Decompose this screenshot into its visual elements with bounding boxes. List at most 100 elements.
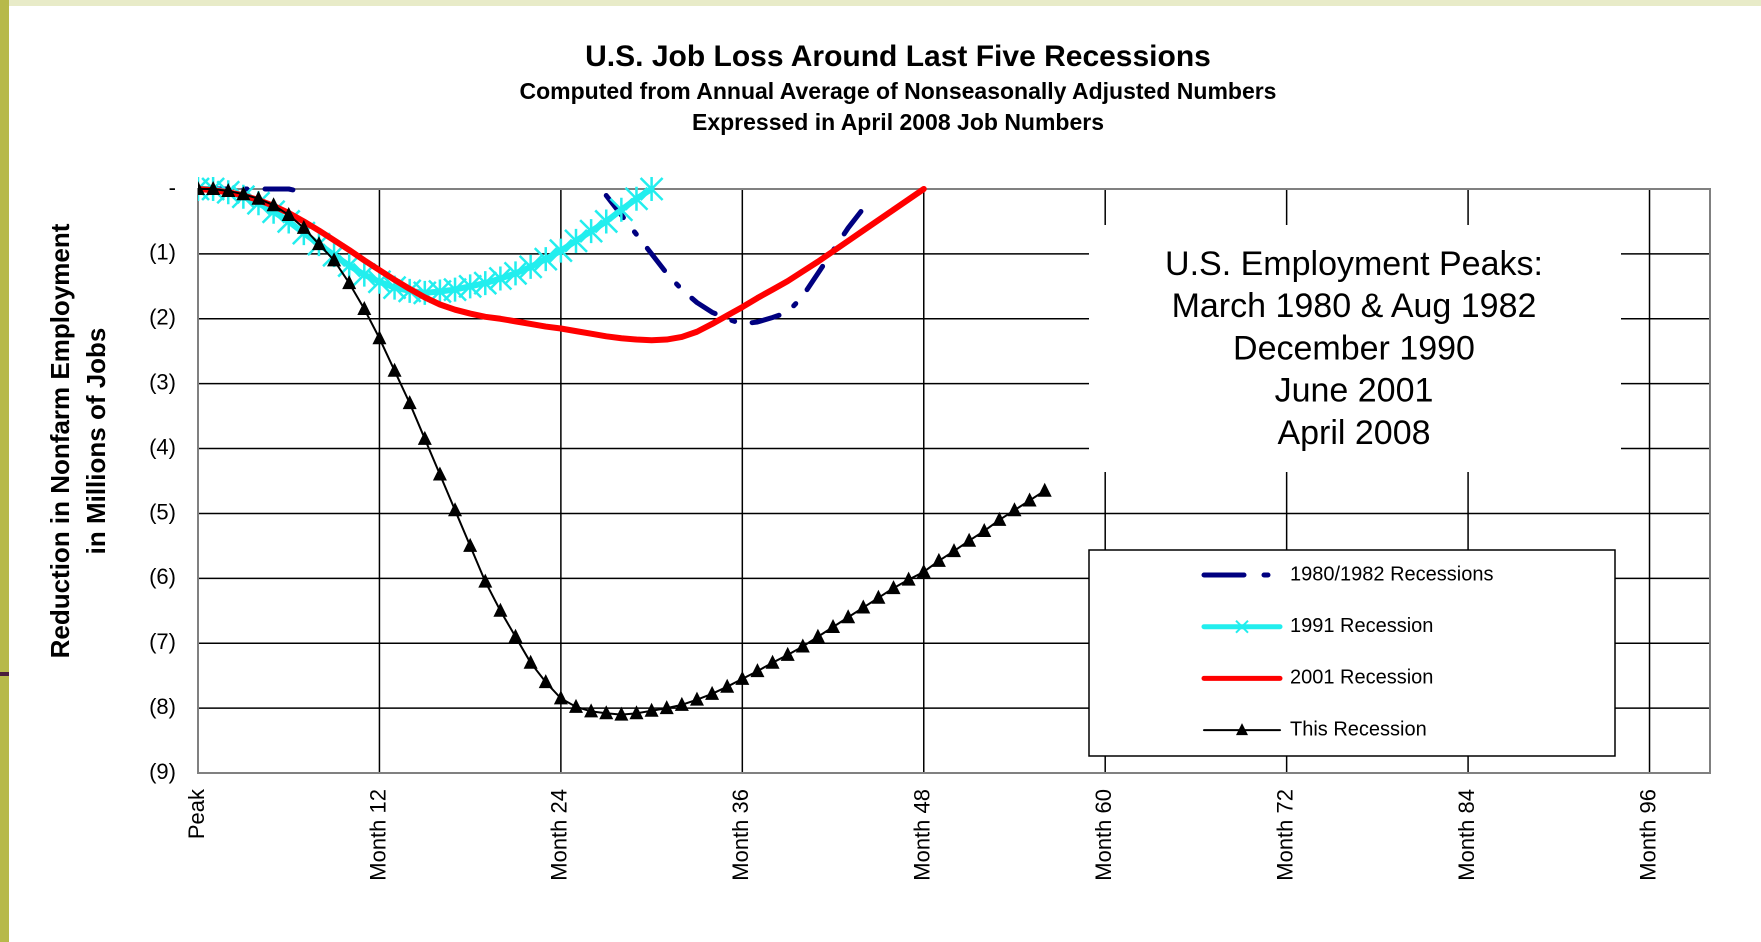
marker-triangle <box>674 696 689 711</box>
marker-triangle <box>417 430 432 445</box>
y-tick-label: (7) <box>149 629 176 654</box>
marker-triangle <box>311 236 326 251</box>
marker-triangle <box>735 670 750 685</box>
series-line <box>198 186 927 344</box>
marker-triangle <box>599 705 614 720</box>
marker-triangle <box>508 628 523 643</box>
marker-x <box>548 238 573 263</box>
marker-triangle <box>644 702 659 717</box>
y-tick-label: (1) <box>149 240 176 265</box>
x-tick-label: Month 96 <box>1635 789 1660 881</box>
marker-triangle <box>629 705 644 720</box>
marker-triangle <box>584 703 599 718</box>
marker-triangle <box>886 580 901 595</box>
annotation: March 1980 & Aug 1982 <box>1172 287 1537 325</box>
y-tick-label: (6) <box>149 564 176 589</box>
marker-triangle <box>432 466 447 481</box>
marker-triangle <box>236 186 251 201</box>
legend-box <box>1088 549 1616 757</box>
marker-x <box>579 219 604 244</box>
marker-triangle <box>871 589 886 604</box>
x-tick-label: Month 12 <box>365 789 390 881</box>
marker-triangle <box>931 552 946 567</box>
y-axis-title: Reduction in Nonfarm Employment <box>45 223 75 658</box>
marker-triangle <box>689 691 704 706</box>
chart-title: U.S. Job Loss Around Last Five Recession… <box>585 40 1211 73</box>
marker-x <box>533 247 558 272</box>
marker-triangle <box>206 181 221 195</box>
y-tick-label: - <box>169 175 176 200</box>
marker-triangle <box>281 206 296 221</box>
marker-triangle <box>523 654 538 669</box>
marker-x <box>624 186 649 211</box>
chart-subtitle: Expressed in April 2008 Job Numbers <box>692 109 1104 135</box>
marker-triangle <box>296 219 311 234</box>
marker-triangle <box>826 619 841 633</box>
annotation: April 2008 <box>1277 414 1430 452</box>
marker-triangle <box>795 638 810 653</box>
x-tick-label: Month 60 <box>1091 789 1116 881</box>
marker-triangle <box>614 706 629 721</box>
marker-triangle <box>538 674 553 689</box>
marker-x <box>594 209 619 234</box>
x-tick-label: Month 48 <box>910 789 935 881</box>
marker-x <box>503 261 528 286</box>
marker-x <box>639 177 664 201</box>
legend-marker <box>1235 619 1249 634</box>
marker-triangle <box>780 646 795 661</box>
marker-triangle <box>992 511 1007 526</box>
side-bar <box>0 0 9 942</box>
plot-frame <box>197 188 1711 774</box>
y-tick-label: (4) <box>149 434 176 459</box>
marker-triangle <box>1022 492 1037 507</box>
legend-marker <box>1236 723 1248 736</box>
y-tick-label: (5) <box>149 499 176 524</box>
marker-triangle <box>659 700 674 715</box>
chart-subtitle: Computed from Annual Average of Nonseaso… <box>520 78 1277 104</box>
marker-x <box>473 271 498 296</box>
plot-area <box>198 177 1052 721</box>
marker-triangle <box>705 685 720 700</box>
marker-x <box>458 274 483 299</box>
legend-label: 2001 Recession <box>1290 667 1433 689</box>
annotation: U.S. Employment Peaks: <box>1165 245 1543 283</box>
legend-label: 1991 Recession <box>1290 615 1433 637</box>
annotation-box <box>1089 225 1621 472</box>
annotation: December 1990 <box>1233 329 1475 367</box>
marker-x <box>488 266 513 291</box>
annotation: June 2001 <box>1275 372 1434 410</box>
x-tick-label: Month 72 <box>1272 789 1297 881</box>
marker-triangle <box>765 654 780 669</box>
x-tick-label: Peak <box>184 788 209 839</box>
marker-triangle <box>478 573 493 588</box>
marker-triangle <box>448 502 463 517</box>
marker-triangle <box>1007 502 1022 517</box>
marker-triangle <box>750 663 765 678</box>
y-axis-title: in Millions of Jobs <box>81 328 111 555</box>
x-tick-label: Month 36 <box>728 789 753 881</box>
y-tick-label: (8) <box>149 694 176 719</box>
marker-triangle <box>977 522 992 537</box>
marker-triangle <box>962 532 977 547</box>
marker-x <box>564 228 588 253</box>
marker-x <box>443 277 467 302</box>
y-tick-label: (9) <box>149 759 176 784</box>
marker-triangle <box>569 698 583 713</box>
marker-triangle <box>221 182 236 197</box>
marker-triangle <box>947 543 961 558</box>
marker-triangle <box>266 197 281 212</box>
marker-triangle <box>856 599 871 614</box>
marker-triangle <box>372 330 387 345</box>
marker-x <box>609 197 634 222</box>
marker-triangle <box>402 395 417 410</box>
marker-triangle <box>841 609 856 624</box>
x-tick-label: Month 84 <box>1454 789 1479 881</box>
legend-label: This Recession <box>1290 718 1427 740</box>
marker-triangle <box>901 571 916 586</box>
x-tick-label: Month 24 <box>547 789 572 881</box>
marker-triangle <box>198 181 205 195</box>
y-tick-label: (3) <box>149 369 176 394</box>
marker-triangle <box>357 301 372 316</box>
marker-triangle <box>463 537 478 552</box>
